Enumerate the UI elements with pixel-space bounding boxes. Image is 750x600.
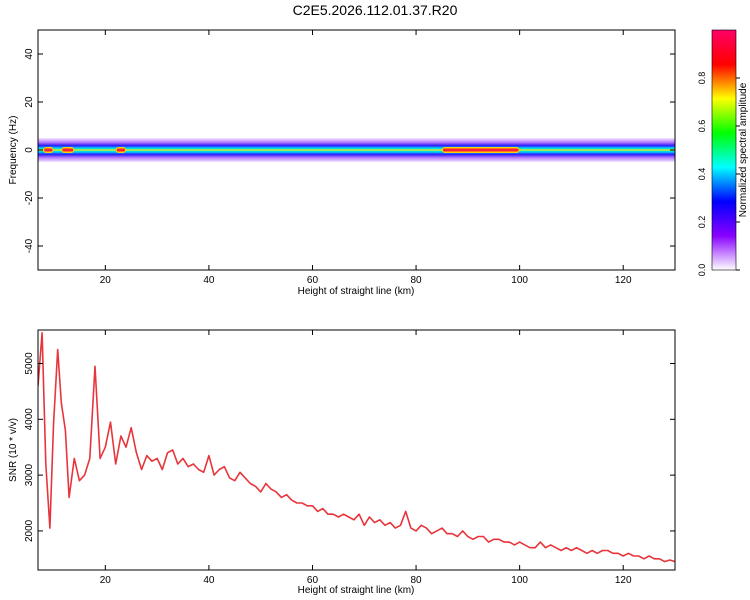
band-hot-spot-core (44, 148, 53, 152)
spectrogram-y-label: Frequency (Hz) (8, 116, 19, 185)
spectrogram-y-tick-label: 0 (24, 147, 35, 153)
snr-plot-area (38, 330, 675, 570)
spectrogram-y-tick-label: -40 (24, 238, 35, 253)
spectrogram-x-ticks: 20 40 60 80 100 120 (100, 30, 632, 286)
spectrogram-y-tick-label: -20 (24, 190, 35, 205)
spectrogram-x-tick-label: 60 (307, 275, 319, 286)
snr-y-tick-label: 2000 (24, 519, 35, 542)
colorbar-tick-label: 0.4 (697, 168, 707, 181)
spectrogram-x-tick-label: 100 (511, 275, 528, 286)
colorbar-label: Normalized spectral amplitude (738, 82, 749, 217)
snr-x-tick-label: 120 (615, 575, 632, 586)
snr-x-label: Height of straight line (km) (298, 585, 415, 596)
spectrogram-x-tick-label: 120 (615, 275, 632, 286)
snr-x-ticks: 20 40 60 80 100 120 (100, 330, 632, 586)
snr-series (38, 332, 675, 563)
band-hot-spot-core (442, 148, 519, 152)
spectrogram-x-tick-label: 20 (100, 275, 112, 286)
snr-line (38, 332, 675, 563)
spectrogram-band (38, 138, 675, 162)
band-hot-spot-core (116, 148, 126, 152)
colorbar: 0.0 0.2 0.4 0.6 0.8 Normalized spectral ampl… (697, 29, 749, 277)
spectrogram-y-ticks: -40 -20 0 20 40 (24, 48, 675, 253)
snr-y-tick-label: 4000 (24, 408, 35, 431)
spectrogram-x-label: Height of straight line (km) (298, 286, 415, 297)
snr-panel: 20 40 60 80 100 120 2000 3000 4000 5000 Height o… (8, 329, 676, 596)
snr-y-tick-label: 5000 (24, 352, 35, 375)
spectrogram-x-tick-label: 40 (203, 275, 215, 286)
colorbar-tick-label: 0.2 (697, 216, 707, 229)
snr-frame (37, 329, 676, 571)
snr-x-tick-label: 40 (203, 575, 215, 586)
spectrogram-panel: 20 40 60 80 100 120 -40 -20 0 20 40 Height of str… (8, 29, 676, 297)
snr-y-tick-label: 3000 (24, 464, 35, 487)
colorbar-tick-label: 0.8 (697, 72, 707, 85)
spectrogram-y-tick-label: 20 (24, 96, 35, 108)
snr-y-ticks: 2000 3000 4000 5000 (24, 352, 675, 542)
snr-x-tick-label: 60 (307, 575, 319, 586)
figure-title: C2E5.2026.112.01.37.R20 (292, 2, 458, 18)
colorbar-ticks: 0.0 0.2 0.4 0.6 0.8 (697, 72, 740, 277)
snr-y-label: SNR (10 * v/v) (8, 418, 19, 482)
colorbar-tick-label: 0.0 (697, 264, 707, 277)
spectrogram-x-tick-label: 80 (410, 275, 422, 286)
spectrogram-y-tick-label: 40 (24, 48, 35, 60)
snr-x-tick-label: 80 (410, 575, 422, 586)
band-hot-spot-core (62, 148, 74, 152)
snr-x-tick-label: 100 (511, 575, 528, 586)
colorbar-gradient (711, 29, 737, 271)
snr-x-tick-label: 20 (100, 575, 112, 586)
colorbar-tick-label: 0.6 (697, 120, 707, 133)
